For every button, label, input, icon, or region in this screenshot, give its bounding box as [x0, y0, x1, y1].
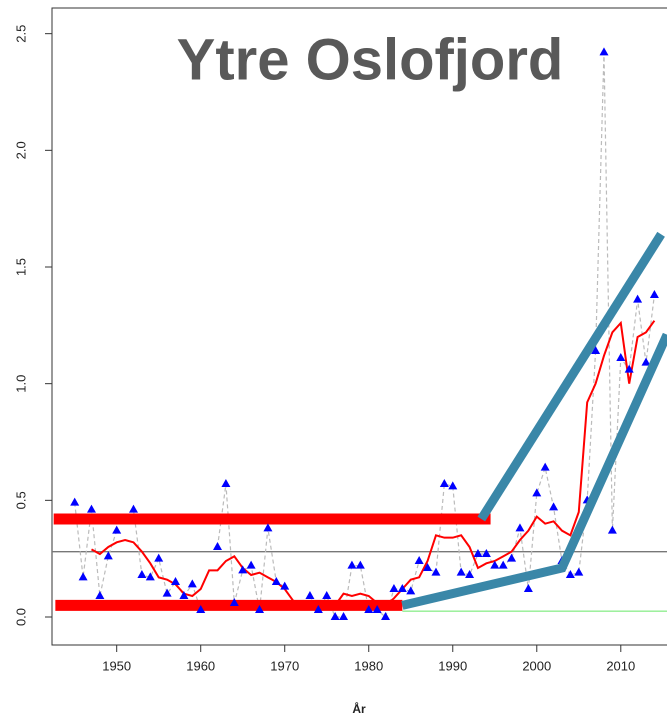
data-point: [456, 567, 466, 576]
data-point: [381, 612, 391, 620]
y-tick-label: 0.5: [13, 491, 28, 509]
data-point: [633, 294, 643, 303]
y-tick-label: 1.5: [13, 258, 28, 276]
connector-line: [216, 483, 286, 611]
x-tick-label: 1970: [270, 658, 299, 673]
smooth-line: [91, 320, 656, 609]
data-point: [137, 570, 147, 578]
data-point: [95, 591, 105, 599]
data-point: [263, 523, 273, 532]
data-point: [238, 565, 248, 574]
data-point: [112, 525, 122, 534]
data-point: [498, 560, 508, 569]
data-point: [103, 551, 113, 560]
data-point: [145, 572, 155, 581]
data-point: [330, 612, 340, 620]
data-point: [347, 560, 357, 569]
data-point: [406, 586, 416, 595]
data-point: [448, 481, 458, 490]
connector-line: [132, 509, 202, 611]
data-point: [229, 598, 239, 606]
data-point: [86, 504, 96, 513]
data-point: [196, 605, 206, 613]
data-point: [574, 567, 584, 576]
x-tick-label: 2010: [606, 658, 635, 673]
data-point: [649, 290, 659, 298]
data-point: [372, 605, 382, 613]
data-point: [187, 579, 197, 588]
data-point: [481, 549, 491, 557]
chart-title: Ytre Oslofjord: [177, 27, 564, 92]
data-point: [439, 479, 449, 487]
data-point: [565, 570, 575, 578]
plot-frame: [51, 7, 667, 646]
data-point: [171, 577, 181, 585]
data-point: [473, 549, 483, 557]
data-point: [162, 588, 172, 597]
x-tick-label: 1950: [102, 658, 131, 673]
data-point: [465, 570, 475, 578]
data-point: [414, 556, 424, 564]
connector-line: [74, 502, 118, 597]
data-point: [523, 584, 533, 592]
data-point: [255, 605, 265, 613]
data-point: [490, 560, 500, 569]
data-point: [532, 488, 542, 497]
data-point: [624, 364, 634, 373]
data-point: [515, 523, 525, 532]
y-tick-label: 2.5: [13, 25, 28, 43]
data-point: [397, 584, 407, 592]
data-point: [322, 591, 332, 599]
data-point: [607, 525, 617, 534]
data-point: [591, 346, 601, 354]
annotation-line: [401, 332, 667, 610]
y-tick-label: 1.0: [13, 375, 28, 393]
data-point: [355, 560, 365, 569]
data-point: [389, 584, 399, 592]
data-point: [540, 462, 550, 471]
plot-area: [52, 52, 667, 619]
data-point: [221, 479, 231, 487]
data-point: [507, 553, 517, 562]
x-axis-label: År: [352, 701, 366, 716]
data-point: [423, 563, 433, 571]
x-tick-label: 2000: [522, 658, 551, 673]
data-point: [313, 605, 323, 613]
x-tick-label: 1980: [354, 658, 383, 673]
y-tick-label: 2.0: [13, 141, 28, 159]
data-point: [128, 504, 138, 513]
data-point: [280, 581, 290, 590]
data-point: [549, 502, 559, 511]
x-tick-label: 1960: [186, 658, 215, 673]
data-point: [78, 572, 88, 581]
data-point: [599, 47, 609, 56]
data-point: [431, 567, 441, 576]
annotation-line: [477, 231, 665, 522]
y-tick-label: 0.0: [13, 608, 28, 626]
data-point: [271, 577, 281, 585]
data-point: [641, 357, 651, 366]
data-point: [154, 553, 164, 562]
data-point: [616, 353, 626, 361]
data-point: [364, 605, 374, 613]
data-point: [179, 591, 189, 599]
x-tick-label: 1990: [438, 658, 467, 673]
data-point: [70, 497, 80, 506]
data-point: [213, 542, 223, 550]
data-point: [246, 560, 256, 569]
data-point: [305, 591, 315, 599]
data-point: [339, 612, 349, 620]
